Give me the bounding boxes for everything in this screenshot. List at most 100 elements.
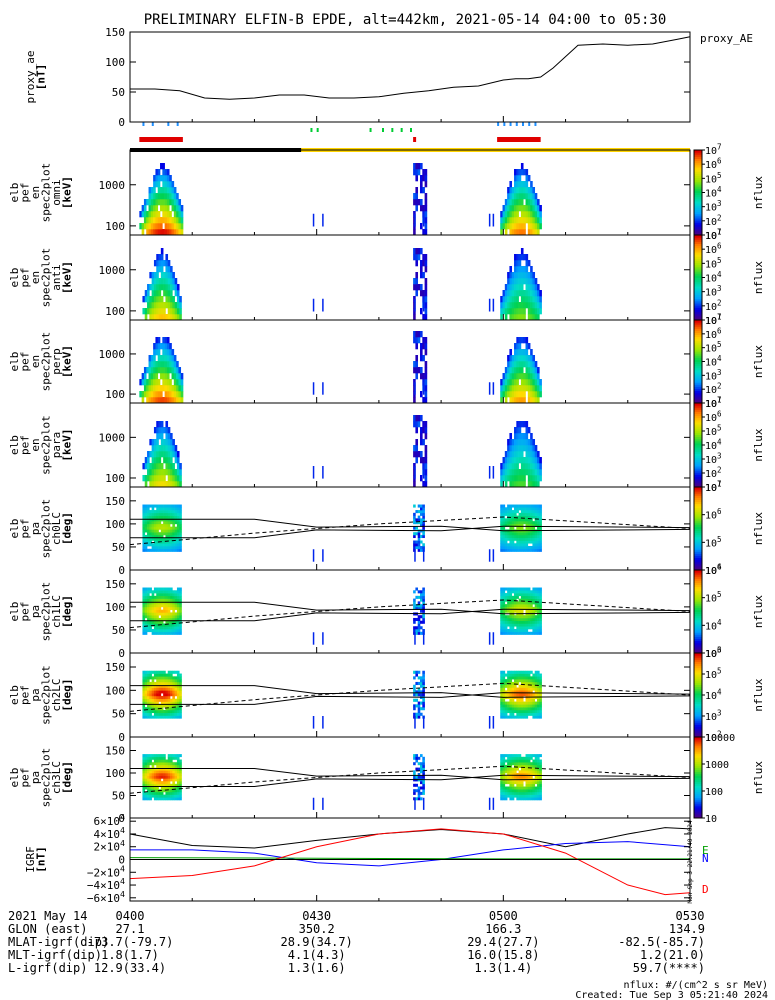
ch1LC-cell: [160, 609, 164, 613]
para-colorbar-seg: [694, 459, 702, 463]
para-ztick-label-2: 103: [705, 452, 722, 467]
ch2LC-cell: [509, 693, 513, 697]
omni-colorbar-seg: [694, 190, 702, 193]
perp-cell: [146, 367, 149, 374]
anti-cell: [534, 290, 538, 297]
ch0LC-cell: [500, 523, 503, 527]
ch2LC-cell: [160, 695, 164, 700]
ch1LC-cell: [413, 590, 416, 594]
ch1LC-cell: [158, 593, 162, 597]
ch2LC-cell: [163, 684, 166, 688]
ch0LC-ylabel-5: [deg]: [61, 512, 74, 545]
ch1LC-cell: [165, 604, 169, 608]
para-cell: [151, 457, 155, 464]
anti-cell: [523, 254, 526, 261]
ch0LC-cell: [151, 523, 155, 527]
ch1LC-cell: [509, 604, 513, 608]
ch1LC-cell: [509, 631, 513, 635]
ch3LC-cell: [156, 773, 159, 776]
omni-cell: [415, 205, 419, 212]
para-colorbar-seg: [694, 453, 702, 456]
ch3LC-cell: [151, 770, 155, 774]
ch0LC-cell: [514, 521, 517, 525]
perp-cell: [518, 385, 522, 392]
para-burst-2: [500, 421, 542, 488]
ch3LC-cell: [537, 764, 540, 768]
anti-cell: [509, 308, 513, 315]
perp-cell: [169, 361, 172, 368]
para-cell: [147, 475, 150, 482]
perp-cell: [157, 355, 161, 362]
ch2LC-cell: [523, 701, 526, 705]
ch0LC-cell: [174, 515, 178, 519]
omni-cell: [420, 199, 423, 206]
ch2LC-cell: [523, 704, 526, 708]
omni-cell: [500, 229, 503, 236]
ch1LC-cell: [172, 615, 175, 619]
omni-cell: [150, 229, 154, 236]
ch2LC-cell: [514, 690, 517, 694]
ch1LC-cell: [165, 595, 169, 599]
ch1LC-cell: [167, 604, 171, 608]
omni-cell: [153, 199, 156, 206]
ch1LC-ytick-label-3: 150: [105, 578, 125, 591]
perp-cell: [139, 391, 142, 398]
ch2LC-cell: [514, 701, 517, 705]
ch0LC-cell: [147, 526, 150, 530]
ch1LC-cell: [176, 626, 180, 630]
ch2LC-cell: [525, 684, 529, 688]
ch3LC-cell: [502, 789, 506, 793]
ch3LC-cell: [142, 786, 146, 790]
ch3LC-cell: [153, 789, 157, 793]
ch2LC-cell: [144, 684, 148, 688]
ch1LC-cell: [149, 629, 152, 633]
ch1LC-colorbar-seg: [694, 611, 702, 615]
perp-colorbar-seg: [694, 357, 702, 360]
ch3LC-cell: [422, 786, 425, 790]
ch1LC-cell: [509, 626, 513, 630]
ch3LC-cell: [525, 756, 529, 760]
anti-cell: [174, 278, 178, 285]
ch1LC-cell: [153, 623, 157, 627]
ch0LC-cell: [537, 526, 540, 530]
para-cell: [163, 457, 166, 464]
perp-cell: [520, 397, 524, 404]
anti-cell: [147, 284, 150, 291]
ch3LC-cell: [167, 775, 171, 779]
anti-cell: [415, 278, 419, 285]
ch1LC-burst-1: [413, 587, 425, 635]
ch3LC-cell: [158, 764, 162, 768]
para-cell: [527, 427, 531, 434]
ch3LC-cell: [142, 781, 146, 785]
perp-cell: [160, 343, 163, 350]
omni-cell: [420, 181, 423, 188]
ch1LC-cell: [504, 606, 508, 610]
ch2LC-cell: [537, 681, 540, 686]
ch2LC-cell: [174, 681, 178, 686]
ch2LC-cell: [179, 715, 182, 719]
ch2LC-cell: [149, 701, 152, 705]
ch0LC-cell: [422, 534, 425, 539]
ch0LC-cell: [415, 540, 419, 544]
anti-colorbar-seg: [694, 298, 702, 302]
ch1LC-cell: [151, 590, 155, 594]
ch3LC-cell: [507, 781, 510, 785]
ch0LC-cell: [174, 548, 178, 552]
ch2LC-cell: [422, 687, 425, 691]
perp-cell: [160, 355, 163, 362]
ch1LC-cell: [518, 606, 522, 610]
ch2LC-colorbar-seg: [694, 684, 702, 688]
omni-colorbar-seg: [694, 156, 702, 159]
ch0LC-cell: [151, 518, 155, 522]
ch3LC-cell: [156, 756, 159, 760]
ch1LC-cell: [500, 609, 503, 613]
ch3LC-cell: [520, 756, 524, 760]
ch0LC-cell: [176, 548, 180, 552]
ch3LC-cell: [500, 770, 503, 774]
ch3LC-cell: [151, 754, 155, 758]
ch2LC-cell: [520, 684, 524, 688]
ch2LC-burst-0: [142, 670, 182, 719]
ch2LC-cell: [527, 670, 531, 674]
ch2LC-cell: [156, 701, 159, 705]
ch3LC-cell: [142, 770, 146, 774]
